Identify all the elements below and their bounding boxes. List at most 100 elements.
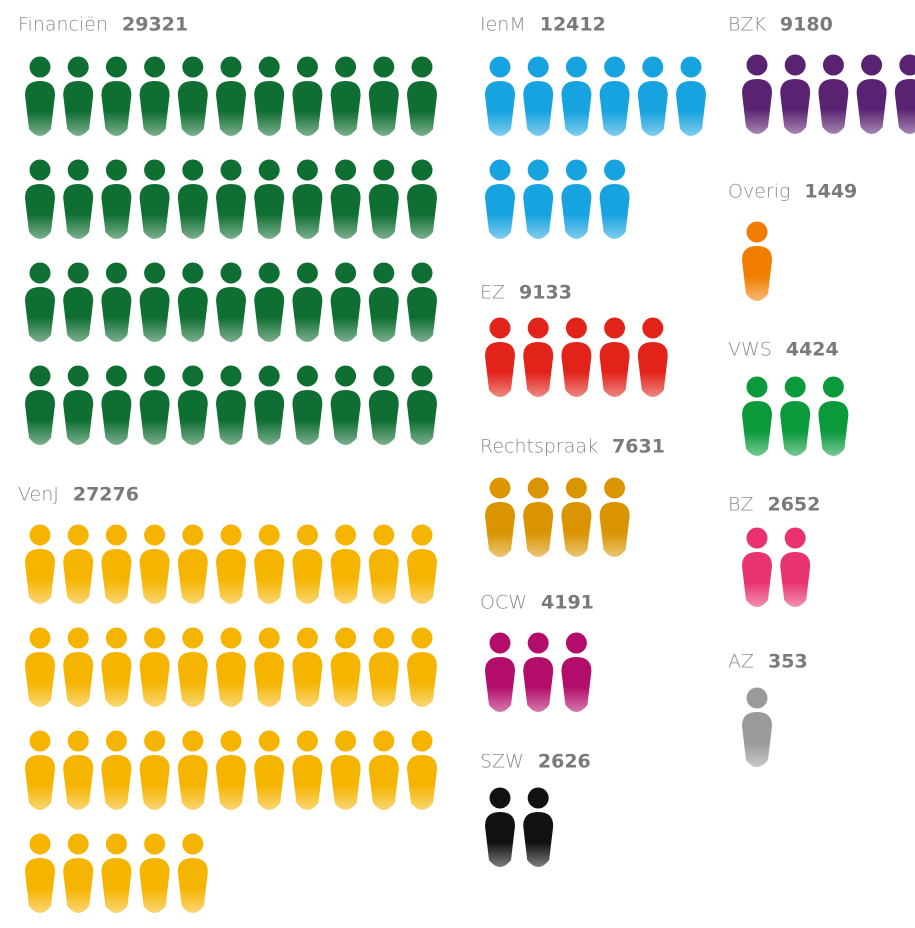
- person-icon: [330, 524, 361, 604]
- icon-head: [335, 730, 357, 752]
- icon-body: [485, 184, 515, 239]
- person-icon: [561, 159, 592, 239]
- person-icon: [101, 627, 132, 707]
- icon-head: [527, 159, 549, 181]
- person-icon: [330, 159, 361, 239]
- icon-body: [561, 184, 592, 239]
- person-icon: [139, 262, 170, 342]
- person-icon: [561, 632, 592, 712]
- person-icon: [742, 221, 772, 301]
- icon-head: [489, 159, 511, 181]
- icon-head: [144, 730, 166, 752]
- icon-head: [296, 159, 318, 181]
- person-icon: [368, 56, 399, 136]
- icon-body: [177, 287, 208, 342]
- icon-body: [368, 549, 399, 604]
- person-icon: [292, 365, 323, 445]
- person-icon: [25, 833, 55, 913]
- icon-head: [67, 56, 89, 78]
- person-icon: [254, 262, 285, 342]
- icon-body: [25, 184, 55, 239]
- icon-head: [527, 787, 549, 809]
- person-icon: [407, 159, 437, 239]
- person-icon: [25, 159, 55, 239]
- icon-body: [216, 652, 246, 707]
- icon-head: [220, 524, 242, 546]
- person-icon: [25, 262, 55, 342]
- icon-body: [63, 652, 94, 707]
- person-icon: [330, 365, 361, 445]
- icon-head: [296, 262, 318, 284]
- icon-body: [63, 81, 94, 136]
- person-icon: [599, 159, 630, 239]
- icon-body: [407, 652, 437, 707]
- person-icon: [25, 365, 55, 445]
- icon-body: [637, 342, 668, 397]
- icon-head: [105, 56, 127, 78]
- icon-head: [604, 56, 626, 78]
- icon-head: [411, 262, 433, 284]
- group-name: SZW: [480, 751, 524, 773]
- person-icon: [254, 524, 285, 604]
- person-icon: [63, 730, 94, 810]
- person-icon: [856, 54, 887, 134]
- person-icon: [177, 159, 208, 239]
- icon-body: [599, 184, 630, 239]
- icon-head: [29, 627, 51, 649]
- person-icon: [523, 787, 554, 867]
- person-icon: [177, 730, 208, 810]
- icon-body: [254, 755, 285, 810]
- person-icon: [216, 365, 246, 445]
- icon-head: [105, 524, 127, 546]
- person-icon: [101, 730, 132, 810]
- icon-head: [258, 365, 280, 387]
- icon-body: [407, 549, 437, 604]
- icon-body: [101, 287, 132, 342]
- icon-body: [254, 287, 285, 342]
- icon-body: [407, 81, 437, 136]
- icon-head: [296, 524, 318, 546]
- icon-body: [25, 549, 55, 604]
- person-icon: [523, 56, 554, 136]
- icon-body: [599, 342, 630, 397]
- icon-body: [139, 549, 170, 604]
- icon-body: [139, 287, 170, 342]
- person-icon: [523, 632, 554, 712]
- icon-body: [599, 81, 630, 136]
- icon-body: [330, 287, 361, 342]
- icon-body: [368, 184, 399, 239]
- icon-body: [177, 755, 208, 810]
- icon-head: [411, 365, 433, 387]
- icon-head: [29, 365, 51, 387]
- person-icon: [25, 524, 55, 604]
- icon-head: [105, 159, 127, 181]
- icon-body: [292, 287, 323, 342]
- group-value: 1449: [804, 181, 857, 203]
- icon-body: [101, 858, 132, 913]
- icon-body: [292, 81, 323, 136]
- icon-head: [67, 262, 89, 284]
- icon-head: [220, 262, 242, 284]
- icon-head: [411, 524, 433, 546]
- icon-body: [292, 549, 323, 604]
- icon-body: [101, 755, 132, 810]
- icon-head: [29, 730, 51, 752]
- icon-body: [856, 79, 887, 134]
- person-icon: [599, 477, 630, 557]
- person-icon: [742, 527, 772, 607]
- icon-body: [63, 549, 94, 604]
- icon-head: [67, 524, 89, 546]
- icon-body: [254, 652, 285, 707]
- icon-body: [177, 652, 208, 707]
- group-name: EZ: [480, 282, 505, 304]
- person-icon: [63, 627, 94, 707]
- icon-body: [368, 390, 399, 445]
- person-icon: [742, 687, 772, 767]
- person-icon: [485, 159, 515, 239]
- icon-head: [489, 317, 511, 339]
- icon-head: [373, 627, 395, 649]
- icon-body: [292, 184, 323, 239]
- icon-body: [101, 652, 132, 707]
